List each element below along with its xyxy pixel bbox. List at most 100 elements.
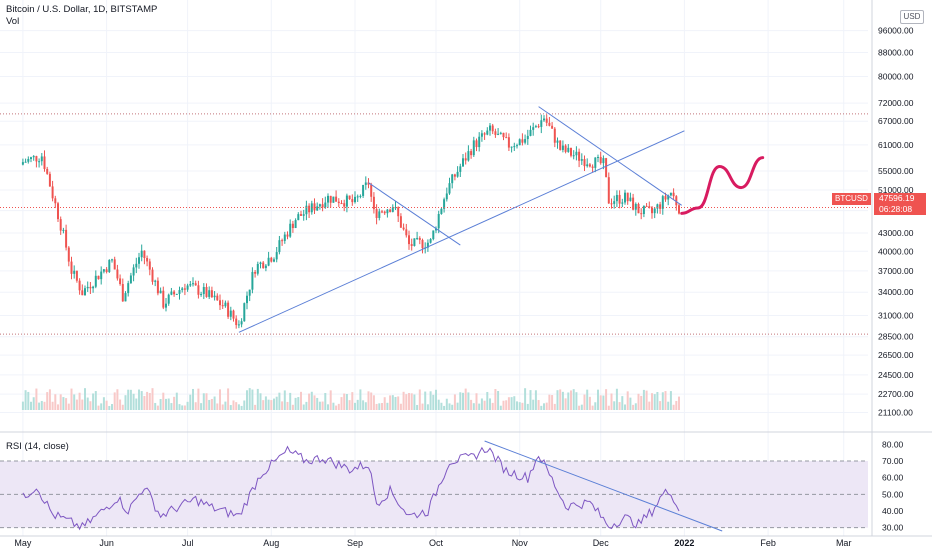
candle-body[interactable] (243, 303, 246, 322)
candle-body[interactable] (302, 214, 305, 216)
candle-body[interactable] (308, 205, 311, 213)
currency-button[interactable]: USD (900, 10, 924, 24)
candle-body[interactable] (645, 205, 648, 207)
candle-body[interactable] (62, 229, 65, 231)
candle-body[interactable] (564, 145, 567, 152)
candle-body[interactable] (116, 269, 119, 279)
candle-body[interactable] (516, 145, 518, 147)
candle-body[interactable] (367, 182, 370, 185)
candle-body[interactable] (597, 156, 599, 158)
candle-body[interactable] (402, 227, 405, 230)
candle-body[interactable] (151, 269, 154, 282)
candle-body[interactable] (21, 162, 24, 165)
candle-body[interactable] (497, 133, 500, 135)
candle-body[interactable] (235, 318, 238, 326)
candle-body[interactable] (259, 262, 262, 264)
candle-body[interactable] (637, 203, 640, 214)
candle-body[interactable] (221, 305, 224, 307)
candle-body[interactable] (391, 207, 394, 212)
candle-body[interactable] (486, 130, 489, 135)
candle-body[interactable] (453, 174, 456, 177)
candle-body[interactable] (348, 195, 351, 200)
candle-body[interactable] (356, 196, 359, 198)
candle-body[interactable] (108, 260, 111, 272)
candle-body[interactable] (289, 223, 292, 237)
candle-body[interactable] (192, 283, 194, 285)
candle-body[interactable] (102, 269, 105, 272)
candle-body[interactable] (543, 118, 545, 121)
candle-body[interactable] (132, 267, 135, 276)
candle-body[interactable] (105, 269, 108, 272)
candle-body[interactable] (491, 125, 494, 132)
candle-body[interactable] (572, 155, 575, 157)
candle-body[interactable] (421, 239, 424, 249)
trendline[interactable] (238, 130, 685, 333)
candle-body[interactable] (362, 184, 365, 196)
candle-body[interactable] (267, 257, 270, 266)
candle-body[interactable] (651, 207, 653, 214)
candle-body[interactable] (332, 196, 335, 203)
candle-body[interactable] (324, 202, 327, 208)
candle-body[interactable] (94, 275, 97, 287)
candle-body[interactable] (570, 147, 572, 156)
candle-body[interactable] (305, 205, 308, 215)
candle-body[interactable] (494, 131, 497, 135)
candle-body[interactable] (499, 132, 502, 134)
candle-body[interactable] (337, 201, 340, 204)
candle-body[interactable] (432, 230, 435, 240)
candle-body[interactable] (224, 302, 227, 307)
candle-body[interactable] (664, 196, 667, 200)
candle-body[interactable] (580, 159, 583, 161)
candle-body[interactable] (413, 238, 416, 246)
candle-body[interactable] (148, 261, 151, 270)
candle-body[interactable] (443, 199, 446, 209)
candle-body[interactable] (170, 291, 173, 295)
candle-body[interactable] (418, 237, 421, 240)
candle-body[interactable] (97, 275, 100, 280)
candle-body[interactable] (583, 159, 586, 167)
candle-body[interactable] (89, 286, 92, 289)
candle-body[interactable] (561, 145, 564, 150)
candle-body[interactable] (24, 161, 27, 163)
candle-body[interactable] (505, 137, 508, 139)
candle-body[interactable] (216, 295, 219, 301)
candle-body[interactable] (567, 147, 570, 152)
candle-body[interactable] (200, 294, 203, 296)
candle-body[interactable] (27, 158, 30, 162)
candle-body[interactable] (129, 275, 132, 284)
candle-body[interactable] (437, 213, 440, 229)
candle-body[interactable] (51, 186, 54, 199)
candle-body[interactable] (429, 239, 432, 243)
candle-body[interactable] (553, 128, 556, 143)
candle-body[interactable] (588, 164, 591, 167)
candle-body[interactable] (440, 208, 443, 214)
candle-body[interactable] (286, 234, 289, 237)
candle-body[interactable] (629, 197, 632, 202)
candle-body[interactable] (340, 203, 343, 205)
candle-body[interactable] (599, 156, 602, 164)
candle-body[interactable] (162, 290, 165, 308)
candle-body[interactable] (92, 286, 95, 289)
candle-body[interactable] (321, 204, 324, 208)
candle-body[interactable] (262, 262, 265, 269)
candle-body[interactable] (435, 228, 437, 231)
candle-body[interactable] (386, 209, 389, 214)
candle-body[interactable] (43, 156, 46, 169)
candle-body[interactable] (653, 208, 656, 214)
candle-body[interactable] (113, 259, 116, 270)
candle-body[interactable] (119, 278, 122, 285)
candle-body[interactable] (175, 293, 178, 295)
candle-body[interactable] (81, 290, 84, 296)
candle-body[interactable] (178, 290, 181, 294)
candle-body[interactable] (624, 192, 626, 203)
candle-body[interactable] (57, 203, 59, 220)
candle-body[interactable] (294, 220, 297, 229)
candle-body[interactable] (283, 234, 286, 241)
candle-body[interactable] (537, 126, 540, 128)
candle-body[interactable] (540, 120, 543, 127)
candle-body[interactable] (634, 203, 637, 210)
candle-body[interactable] (351, 199, 354, 203)
candle-body[interactable] (210, 290, 213, 298)
candle-body[interactable] (345, 195, 348, 207)
